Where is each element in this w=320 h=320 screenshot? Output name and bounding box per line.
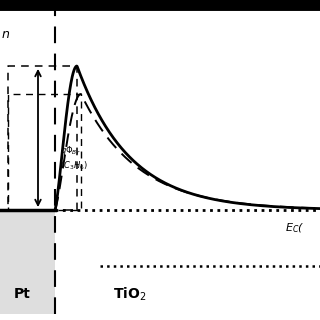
Text: $n$: $n$	[1, 28, 10, 41]
Text: Pt: Pt	[13, 287, 30, 301]
Bar	[0, 210, 55, 314]
Text: $q\Phi_{Br}$
$(C_3H_6)$: $q\Phi_{Br}$ $(C_3H_6)$	[60, 144, 88, 172]
Text: $E_C$(: $E_C$(	[285, 221, 305, 235]
Text: TiO$_2$: TiO$_2$	[113, 285, 147, 303]
